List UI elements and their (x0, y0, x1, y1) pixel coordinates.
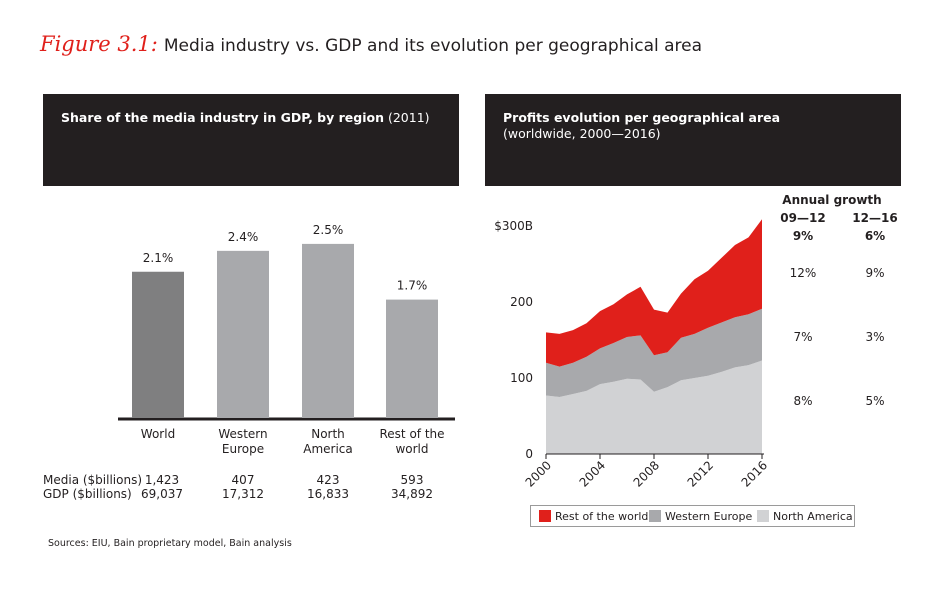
area-chart-legend: Rest of the world Western Europe North A… (530, 505, 855, 527)
bar-value-label-0: 2.1% (143, 251, 174, 265)
right-panel-header: Profits evolution per geographical area … (485, 94, 901, 186)
growth-value-1-1: 3% (865, 330, 884, 344)
area-x-tick-label-1: 2004 (577, 458, 608, 489)
table-cell-0-0: 1,423 (145, 473, 179, 487)
area-x-tick-label-3: 2012 (685, 458, 716, 489)
growth-header: Annual growth (782, 193, 881, 207)
area-x-tick-label-4: 2016 (739, 458, 770, 489)
bar-category-label-0: World (141, 427, 175, 441)
bar-category-label-2: North (311, 427, 345, 441)
area-x-tick-label-0: 2000 (523, 458, 554, 489)
bar-category-label-3: Rest of the (379, 427, 444, 441)
growth-value-0-2: 8% (793, 394, 812, 408)
figure-title: Figure 3.1: Media industry vs. GDP and it… (40, 32, 702, 56)
growth-period-0: 09—12 (780, 211, 825, 225)
area-y-tick-label-0: 0 (525, 447, 533, 461)
table-cell-0-1: 407 (232, 473, 255, 487)
table-cell-1-0: 69,037 (141, 487, 183, 501)
growth-value-0-0: 12% (790, 266, 817, 280)
table-cell-0-2: 423 (317, 473, 340, 487)
growth-period-1: 12—16 (852, 211, 897, 225)
legend-item-north-america: North America (757, 510, 853, 523)
legend-label-north-america: North America (773, 510, 853, 523)
source-note: Sources: EIU, Bain proprietary model, Ba… (48, 538, 292, 549)
area-series-1 (546, 308, 762, 397)
legend-swatch-western-europe (649, 510, 661, 522)
table-cell-1-3: 34,892 (391, 487, 433, 501)
right-panel-title: Profits evolution per geographical area (503, 110, 781, 125)
legend-swatch-north-america (757, 510, 769, 522)
left-panel-title-year: (2011) (384, 110, 430, 125)
figure-label: Figure 3.1: (40, 32, 158, 56)
table-row-label-0: Media ($billions) (43, 473, 142, 487)
growth-value-1-2: 5% (865, 394, 884, 408)
bar-0 (132, 271, 184, 418)
legend-swatch-rest-of-world (539, 510, 551, 522)
growth-total-0: 9% (793, 229, 813, 243)
left-panel-title: Share of the media industry in GDP, by r… (61, 110, 384, 125)
area-y-tick-label-2: 200 (510, 295, 533, 309)
right-panel-subtitle: (worldwide, 2000—2016) (503, 126, 661, 141)
area-series-2 (546, 219, 762, 367)
left-panel-header: Share of the media industry in GDP, by r… (43, 94, 459, 186)
bar-value-label-1: 2.4% (228, 230, 259, 244)
area-series-0 (546, 360, 762, 454)
legend-item-western-europe: Western Europe (649, 510, 752, 523)
table-row-label-1: GDP ($billions) (43, 487, 132, 501)
table-cell-1-2: 16,833 (307, 487, 349, 501)
bar-value-label-2: 2.5% (313, 223, 344, 237)
table-cell-1-1: 17,312 (222, 487, 264, 501)
legend-label-rest-of-world: Rest of the world (555, 510, 649, 523)
bar-category-label-1: Europe (222, 442, 264, 456)
table-cell-0-3: 593 (401, 473, 424, 487)
area-y-tick-label-3: $300B (494, 219, 533, 233)
bar-2 (302, 243, 354, 418)
bar-3 (386, 299, 438, 418)
bar-category-label-2: America (303, 442, 353, 456)
figure-title-text: Media industry vs. GDP and its evolution… (163, 36, 703, 56)
growth-value-1-0: 9% (865, 266, 884, 280)
legend-label-western-europe: Western Europe (665, 510, 753, 523)
area-y-tick-label-1: 100 (510, 371, 533, 385)
bar-category-label-1: Western (218, 427, 267, 441)
bar-category-label-3: world (395, 442, 428, 456)
area-x-tick-label-2: 2008 (631, 458, 662, 489)
bar-1 (217, 250, 269, 418)
legend-item-rest-of-world: Rest of the world (539, 510, 648, 523)
growth-value-0-1: 7% (793, 330, 812, 344)
growth-total-1: 6% (865, 229, 885, 243)
bar-value-label-3: 1.7% (397, 279, 428, 293)
